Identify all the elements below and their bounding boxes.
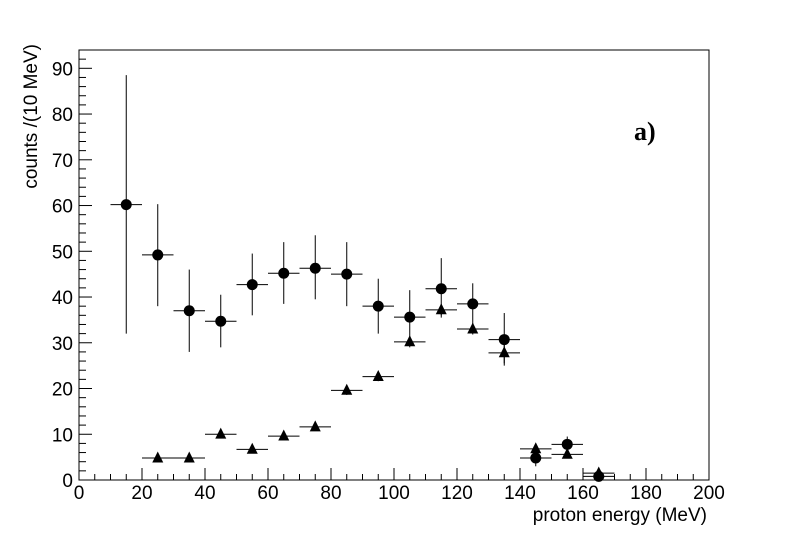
triangle-point bbox=[404, 335, 416, 347]
x-tick-label: 0 bbox=[74, 483, 85, 504]
triangle-point bbox=[215, 427, 227, 439]
circle-point bbox=[183, 305, 195, 317]
circle-point bbox=[561, 438, 573, 450]
triangle-point bbox=[309, 420, 321, 432]
x-tick-label: 100 bbox=[378, 483, 410, 504]
triangle-point bbox=[467, 322, 479, 334]
y-tick-label: 80 bbox=[52, 105, 73, 126]
tick-labels: 0 20 40 60 80 100 120 140 160 180 200 0 10 20 30 40 50 60… bbox=[52, 59, 725, 504]
y-tick-label: 30 bbox=[52, 334, 73, 355]
circle-point bbox=[246, 279, 258, 291]
triangle-point bbox=[183, 451, 195, 463]
circle-point bbox=[498, 334, 510, 346]
triangle-point bbox=[152, 451, 164, 463]
circle-point bbox=[278, 267, 290, 279]
x-tick-label: 80 bbox=[320, 483, 341, 504]
y-tick-label: 10 bbox=[52, 425, 73, 446]
circle-point bbox=[341, 268, 353, 280]
series-triangle bbox=[142, 303, 615, 478]
data-marks bbox=[110, 75, 615, 482]
x-tick-label: 160 bbox=[567, 483, 599, 504]
y-tick-label: 50 bbox=[52, 242, 73, 263]
triangle-point bbox=[341, 383, 353, 395]
triangle-point bbox=[561, 447, 573, 459]
plot-frame bbox=[78, 49, 710, 481]
y-axis-title: counts /(10 MeV) bbox=[21, 44, 42, 189]
circle-point bbox=[467, 298, 479, 310]
y-tick-label: 60 bbox=[52, 197, 73, 218]
y-tick-label: 40 bbox=[52, 288, 73, 309]
x-tick-label: 180 bbox=[630, 483, 662, 504]
triangle-point bbox=[246, 442, 258, 454]
triangle-point bbox=[593, 466, 605, 478]
triangle-point bbox=[278, 429, 290, 441]
y-tick-label: 70 bbox=[52, 151, 73, 172]
x-tick-label: 140 bbox=[504, 483, 536, 504]
series-circle bbox=[110, 75, 615, 482]
circle-point bbox=[120, 199, 132, 211]
circle-point bbox=[404, 311, 416, 323]
x-tick-label: 40 bbox=[194, 483, 215, 504]
panel-label: a) bbox=[634, 117, 656, 146]
triangle-point bbox=[530, 442, 542, 454]
y-tick-label: 20 bbox=[52, 380, 73, 401]
triangle-point bbox=[435, 303, 447, 315]
axis-ticks bbox=[78, 49, 710, 481]
circle-point bbox=[530, 452, 542, 464]
y-tick-label: 90 bbox=[52, 59, 73, 80]
triangle-point bbox=[372, 370, 384, 382]
x-axis-title: proton energy (MeV) bbox=[533, 505, 707, 526]
circle-point bbox=[309, 262, 321, 274]
x-tick-label: 200 bbox=[693, 483, 725, 504]
x-tick-label: 60 bbox=[257, 483, 278, 504]
circle-point bbox=[152, 249, 164, 261]
circle-point bbox=[215, 315, 227, 327]
triangle-point bbox=[498, 346, 510, 358]
x-tick-label: 20 bbox=[131, 483, 152, 504]
y-tick-label: 0 bbox=[62, 471, 73, 492]
circle-point bbox=[372, 300, 384, 312]
x-tick-label: 120 bbox=[441, 483, 473, 504]
circle-point bbox=[435, 283, 447, 295]
